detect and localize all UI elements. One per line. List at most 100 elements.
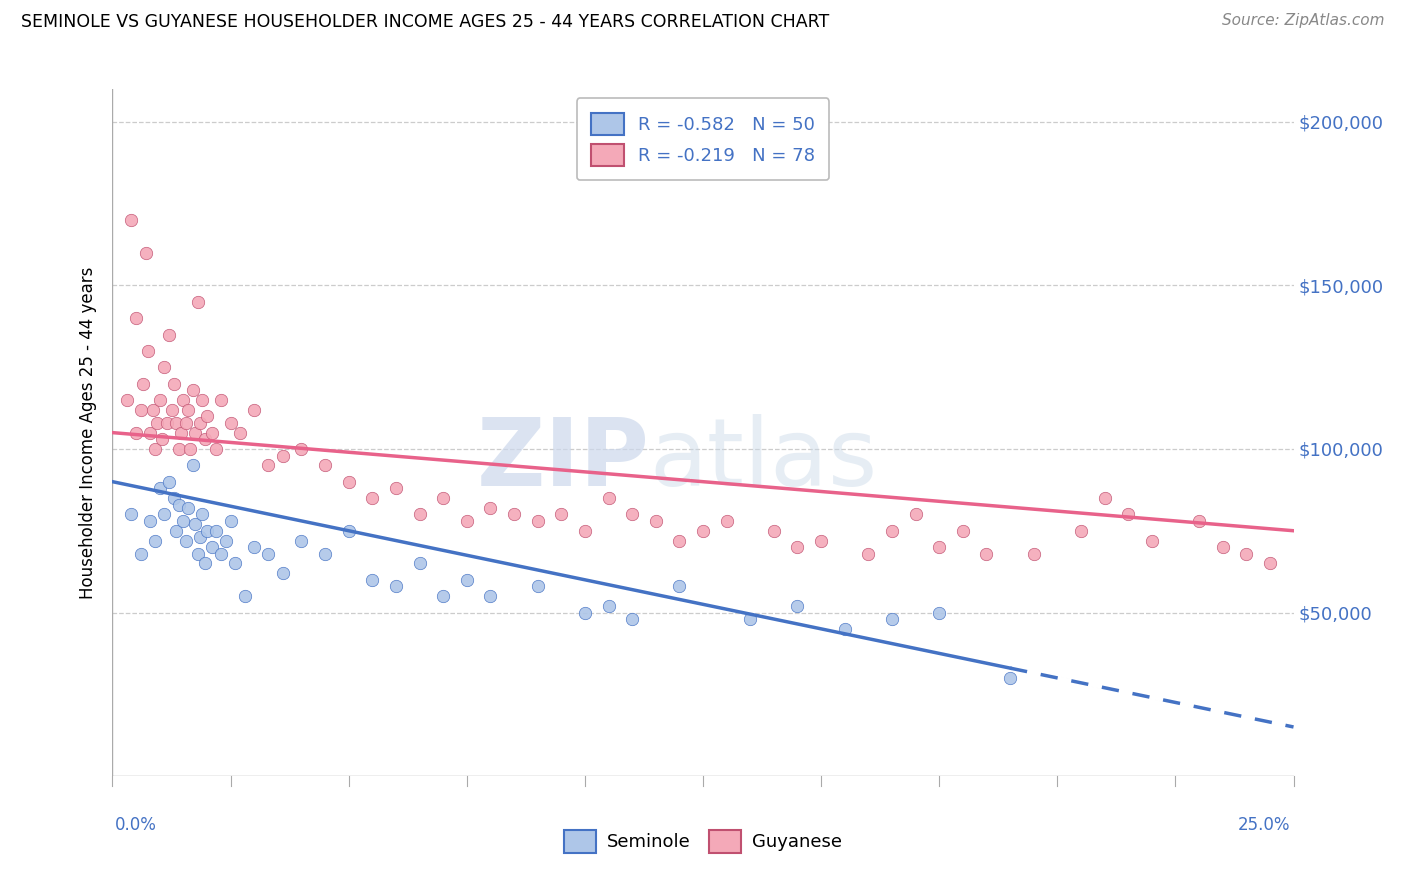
Point xyxy=(181,383,204,397)
Point xyxy=(177,500,200,515)
Point xyxy=(160,402,183,417)
Point xyxy=(1140,533,1163,548)
Point xyxy=(172,514,194,528)
Point xyxy=(188,530,211,544)
Point xyxy=(177,402,200,417)
Point xyxy=(129,547,152,561)
Point xyxy=(904,508,927,522)
Point xyxy=(456,514,478,528)
Point xyxy=(998,671,1021,685)
Point xyxy=(224,557,246,571)
Point xyxy=(201,425,224,440)
Point xyxy=(337,475,360,489)
Point xyxy=(209,392,232,407)
Text: ZIP: ZIP xyxy=(477,414,650,506)
Point xyxy=(314,458,336,473)
Point xyxy=(432,589,454,603)
Point xyxy=(172,392,194,407)
Point xyxy=(205,524,228,538)
Point xyxy=(314,547,336,561)
Point xyxy=(337,524,360,538)
Point xyxy=(976,547,998,561)
Point xyxy=(174,416,197,430)
Point xyxy=(219,416,242,430)
Point xyxy=(385,579,408,593)
Point xyxy=(184,517,207,532)
Point xyxy=(150,432,173,446)
Point xyxy=(290,442,312,456)
Point xyxy=(129,402,152,417)
Text: atlas: atlas xyxy=(650,414,879,506)
Point xyxy=(526,514,548,528)
Point xyxy=(361,573,384,587)
Point xyxy=(271,566,294,581)
Point xyxy=(195,409,218,424)
Point xyxy=(163,491,186,505)
Point xyxy=(174,533,197,548)
Point xyxy=(1258,557,1281,571)
Point xyxy=(153,508,176,522)
Point xyxy=(385,481,408,495)
Point xyxy=(574,524,596,538)
Point xyxy=(191,392,214,407)
Point xyxy=(716,514,738,528)
Point xyxy=(479,500,502,515)
Point xyxy=(205,442,228,456)
Point xyxy=(740,612,762,626)
Point xyxy=(290,533,312,548)
Point xyxy=(858,547,880,561)
Point xyxy=(644,514,666,528)
Point xyxy=(209,547,232,561)
Point xyxy=(139,425,162,440)
Point xyxy=(668,533,690,548)
Point xyxy=(142,402,165,417)
Point xyxy=(550,508,572,522)
Point xyxy=(157,475,180,489)
Point xyxy=(179,442,201,456)
Point xyxy=(157,327,180,342)
Point xyxy=(125,425,148,440)
Point xyxy=(762,524,785,538)
Point xyxy=(456,573,478,587)
Point xyxy=(115,392,138,407)
Point xyxy=(149,481,172,495)
Point xyxy=(163,376,186,391)
Point xyxy=(181,458,204,473)
Point xyxy=(215,533,238,548)
Point xyxy=(165,524,187,538)
Point xyxy=(120,213,142,227)
Point xyxy=(167,442,190,456)
Point xyxy=(526,579,548,593)
Point xyxy=(195,524,218,538)
Point xyxy=(952,524,974,538)
Point xyxy=(361,491,384,505)
Point xyxy=(503,508,526,522)
Point xyxy=(1212,540,1234,554)
Point xyxy=(1094,491,1116,505)
Point xyxy=(598,599,620,613)
Point xyxy=(598,491,620,505)
Point xyxy=(191,508,214,522)
Point xyxy=(574,606,596,620)
Point xyxy=(233,589,256,603)
Point xyxy=(219,514,242,528)
Point xyxy=(1070,524,1092,538)
Point xyxy=(188,416,211,430)
Point xyxy=(229,425,252,440)
Legend: Seminole, Guyanese: Seminole, Guyanese xyxy=(557,823,849,860)
Point xyxy=(257,547,280,561)
Point xyxy=(786,540,808,554)
Point xyxy=(201,540,224,554)
Point xyxy=(692,524,714,538)
Point xyxy=(1022,547,1045,561)
Point xyxy=(1188,514,1211,528)
Point xyxy=(271,449,294,463)
Point xyxy=(194,557,217,571)
Point xyxy=(243,402,266,417)
Text: 0.0%: 0.0% xyxy=(115,816,157,834)
Point xyxy=(135,245,157,260)
Point xyxy=(186,547,208,561)
Point xyxy=(668,579,690,593)
Point xyxy=(194,432,217,446)
Point xyxy=(257,458,280,473)
